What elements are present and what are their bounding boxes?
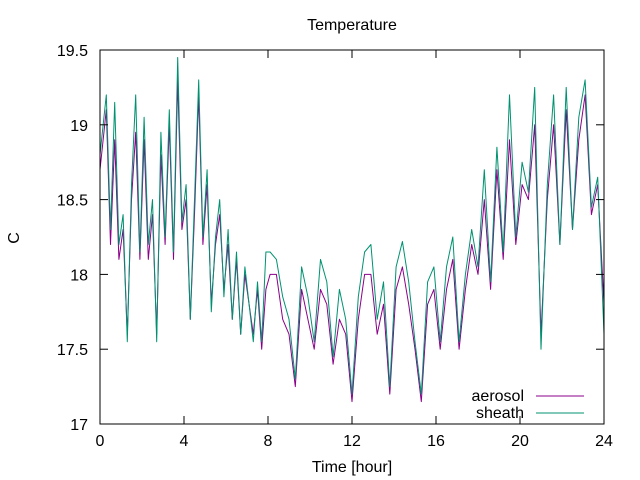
- plot-frame: [99, 49, 605, 425]
- y-tick-label: 18: [70, 267, 88, 284]
- x-tick-label: 0: [96, 433, 105, 450]
- legend-label-aerosol: aerosol: [472, 388, 524, 405]
- y-axis-label: C: [6, 232, 23, 244]
- y-tick-label: 17: [70, 417, 88, 434]
- y-tick-label: 17.5: [57, 342, 88, 359]
- y-tick-label: 19: [70, 118, 88, 135]
- x-tick-label: 12: [343, 433, 361, 450]
- y-tick-label: 19.5: [57, 43, 88, 60]
- x-tick-label: 24: [595, 433, 613, 450]
- chart-title: Temperature: [307, 17, 397, 34]
- x-tick-label: 20: [511, 433, 529, 450]
- series-line-sheath: [99, 57, 605, 395]
- x-axis-label: Time [hour]: [312, 459, 392, 476]
- x-tick-label: 16: [427, 433, 445, 450]
- tick-layer: 0 4 8 12 16 20 24 17 17.5 18 18.5 19 19.5: [57, 43, 613, 450]
- series-line-aerosol: [99, 79, 605, 403]
- x-tick-label: 8: [264, 433, 273, 450]
- legend-label-sheath: sheath: [476, 405, 524, 422]
- y-tick-label: 18.5: [57, 193, 88, 210]
- series-layer: [99, 57, 605, 403]
- x-tick-label: 4: [180, 433, 189, 450]
